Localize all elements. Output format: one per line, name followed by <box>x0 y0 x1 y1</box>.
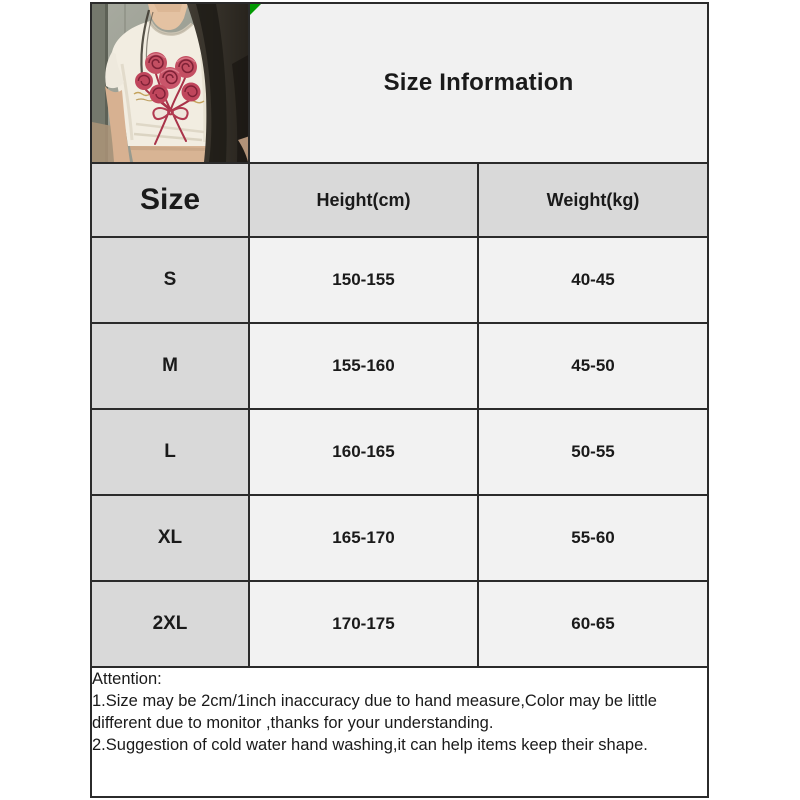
size-label: XL <box>90 494 250 582</box>
product-photo-cell <box>90 2 250 164</box>
table-row-2xl: 2XL 170-175 60-65 <box>90 580 710 668</box>
attention-line-1: 1.Size may be 2cm/1inch inaccuracy due t… <box>92 692 657 710</box>
height-value: 160-165 <box>248 408 479 496</box>
height-value: 165-170 <box>248 494 479 582</box>
height-value: 170-175 <box>248 580 479 668</box>
size-label: L <box>90 408 250 496</box>
arm <box>105 86 130 161</box>
size-information-table: Size Information Size Height(cm) Weight(… <box>89 2 710 798</box>
size-label: M <box>90 322 250 410</box>
size-label: 2XL <box>90 580 250 668</box>
weight-value: 60-65 <box>476 580 710 668</box>
page-title: Size Information <box>383 69 574 96</box>
column-header-height: Height(cm) <box>248 162 479 238</box>
table-row-xl: XL 165-170 55-60 <box>90 494 710 582</box>
size-information-header-cell: Size Information <box>247 2 710 164</box>
weight-value: 50-55 <box>476 408 710 496</box>
product-photo <box>93 5 247 161</box>
attention-title: Attention: <box>92 670 162 688</box>
weight-value: 40-45 <box>476 236 710 324</box>
height-value: 155-160 <box>248 322 479 410</box>
table-row-s: S 150-155 40-45 <box>90 236 710 324</box>
size-chart-sheet: Size Information Size Height(cm) Weight(… <box>89 2 710 798</box>
table-row-m: M 155-160 45-50 <box>90 322 710 410</box>
size-label: S <box>90 236 250 324</box>
attention-note: Attention: 1.Size may be 2cm/1inch inacc… <box>89 666 710 798</box>
height-value: 150-155 <box>248 236 479 324</box>
column-header-weight: Weight(kg) <box>476 162 710 238</box>
rose-print <box>133 52 205 145</box>
attention-line-2: different due to monitor ,thanks for you… <box>92 714 494 732</box>
roses <box>135 52 201 104</box>
column-header-size: Size <box>90 162 250 238</box>
weight-value: 55-60 <box>476 494 710 582</box>
table-row-l: L 160-165 50-55 <box>90 408 710 496</box>
weight-value: 45-50 <box>476 322 710 410</box>
attention-line-3: 2.Suggestion of cold water hand washing,… <box>92 736 648 754</box>
green-corner-icon <box>251 5 261 15</box>
